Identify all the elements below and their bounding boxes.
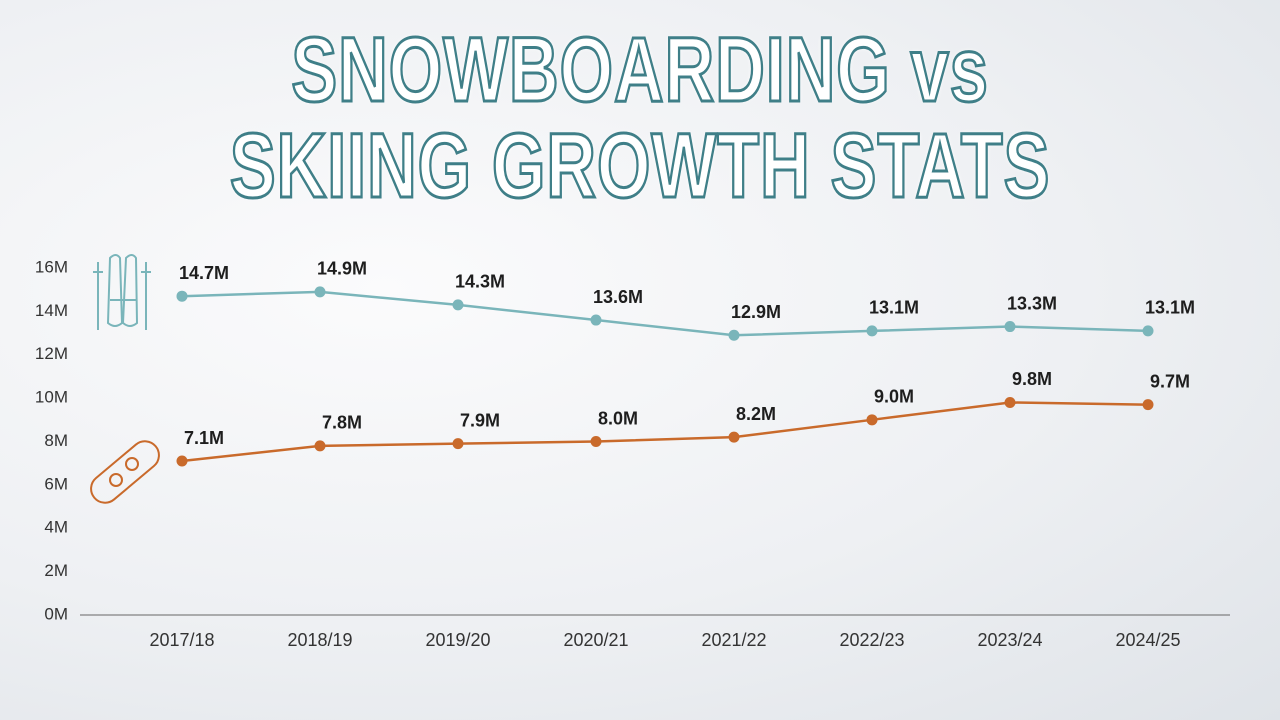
data-label: 13.1M <box>869 298 919 318</box>
data-point <box>1004 321 1016 333</box>
y-tick-label: 14M <box>35 301 68 320</box>
y-tick-label: 2M <box>44 561 68 580</box>
data-point <box>866 325 878 337</box>
data-label: 7.8M <box>322 413 362 433</box>
y-tick-label: 10M <box>35 388 68 407</box>
x-tick-label: 2022/23 <box>839 630 904 650</box>
data-point <box>590 436 602 447</box>
y-tick-label: 0M <box>44 604 68 623</box>
data-point <box>728 329 740 341</box>
data-label: 13.6M <box>593 287 643 307</box>
series-line <box>181 290 1149 337</box>
y-tick-label: 6M <box>44 474 68 493</box>
data-label: 13.1M <box>1145 298 1195 318</box>
data-point <box>176 290 188 302</box>
data-point <box>728 431 740 443</box>
data-label: 9.0M <box>874 387 914 407</box>
data-label: 14.3M <box>455 272 505 292</box>
y-tick-label: 12M <box>35 344 68 363</box>
data-label: 9.8M <box>1012 369 1052 389</box>
data-point <box>452 438 464 450</box>
y-tick-label: 4M <box>44 518 68 537</box>
x-tick-label: 2023/24 <box>977 630 1042 650</box>
data-label: 7.9M <box>460 410 500 430</box>
data-label: 8.0M <box>598 408 638 428</box>
data-label: 8.2M <box>736 404 776 424</box>
chart-title: SNOWBOARDING vs SKIING GROWTH STATS <box>229 19 1051 217</box>
x-tick-label: 2019/20 <box>425 630 490 650</box>
data-label: 13.3M <box>1007 293 1057 313</box>
data-point <box>452 299 464 311</box>
data-label: 14.7M <box>179 263 229 283</box>
data-point <box>314 440 326 452</box>
data-label: 9.7M <box>1150 371 1190 391</box>
data-label: 14.9M <box>317 259 367 279</box>
data-point <box>590 314 602 326</box>
x-tick-label: 2024/25 <box>1115 630 1180 650</box>
x-tick-label: 2018/19 <box>287 630 352 650</box>
data-label: 12.9M <box>731 302 781 322</box>
data-point <box>1142 325 1154 337</box>
x-tick-label: 2020/21 <box>563 630 628 650</box>
x-tick-label: 2021/22 <box>701 630 766 650</box>
series-line <box>181 401 1149 463</box>
snowboard-icon <box>90 440 160 504</box>
data-point <box>314 286 326 298</box>
data-label: 7.1M <box>184 428 224 448</box>
y-tick-label: 8M <box>44 431 68 450</box>
data-point <box>176 455 188 467</box>
data-point <box>866 414 878 426</box>
y-tick-label: 16M <box>35 257 68 276</box>
data-point <box>1142 399 1154 411</box>
data-point <box>1004 396 1016 408</box>
ski-icon <box>93 254 151 330</box>
x-tick-label: 2017/18 <box>149 630 214 650</box>
